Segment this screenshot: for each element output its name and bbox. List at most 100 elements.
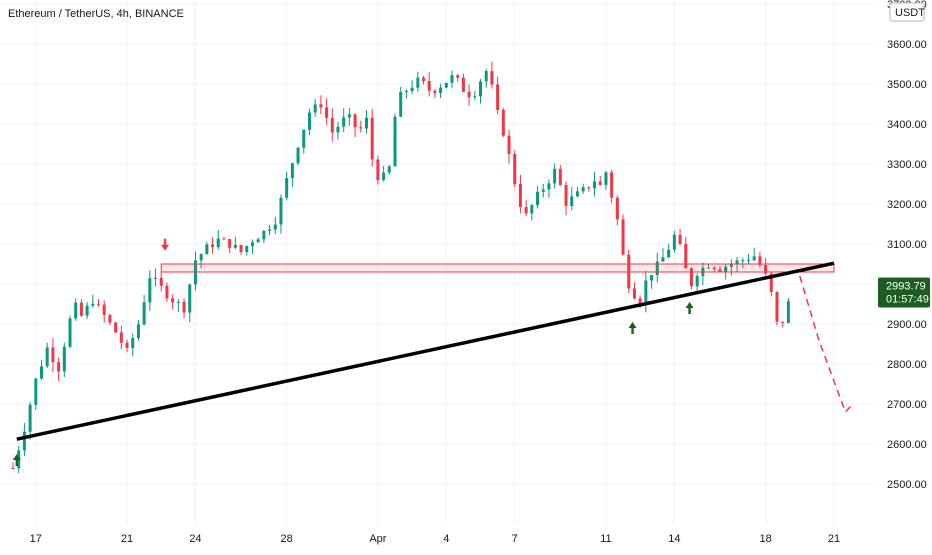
price-axis[interactable]: 3700.003600.003500.003400.003300.003200.… — [887, 0, 927, 491]
candle-body — [336, 126, 340, 133]
candle-body — [119, 332, 123, 343]
candle-body — [735, 260, 739, 265]
candle-body — [393, 116, 397, 167]
candle-body — [256, 239, 260, 243]
candle-body — [222, 238, 226, 240]
candle-body — [575, 191, 579, 197]
price-tick-label: 3300.00 — [887, 159, 927, 171]
candle-body — [102, 304, 106, 316]
candle-body — [507, 135, 511, 154]
candle-body — [496, 84, 500, 110]
candle-body — [382, 172, 386, 181]
candle-body — [142, 302, 146, 325]
candle-body — [781, 321, 785, 323]
candle-body — [410, 87, 414, 91]
candle-body — [524, 207, 528, 214]
candle-body — [216, 238, 220, 248]
candle-body — [228, 239, 232, 248]
candle-body — [302, 129, 306, 148]
resistance-zone — [160, 263, 835, 273]
candle-body — [661, 257, 665, 262]
candle-body — [62, 346, 66, 372]
price-tick-label: 3500.00 — [887, 79, 927, 91]
price-tick-label: 2500.00 — [887, 479, 927, 491]
price-tick-label: 3400.00 — [887, 119, 927, 131]
candle-body — [347, 114, 351, 118]
candle-body — [11, 468, 15, 469]
candle-body — [342, 117, 346, 127]
candle-body — [387, 166, 391, 173]
candle-body — [28, 404, 32, 432]
candle-body — [684, 243, 688, 269]
candle-body — [136, 324, 140, 339]
time-tick-label: 11 — [600, 533, 611, 545]
candle-body — [564, 185, 568, 206]
time-tick-label: 28 — [281, 533, 293, 545]
candle-body — [57, 362, 61, 372]
candle-body — [159, 277, 163, 286]
candle-body — [125, 342, 129, 348]
candle-body — [176, 301, 180, 303]
candle-body — [319, 104, 323, 108]
candle-body — [165, 285, 169, 299]
price-tick-label: 2800.00 — [887, 359, 927, 371]
candle-body — [34, 378, 38, 405]
candle-body — [786, 301, 790, 323]
time-tick-label: 18 — [759, 533, 771, 545]
candle-body — [501, 109, 505, 136]
arrow-down-icon — [161, 238, 170, 251]
candle-body — [678, 234, 682, 244]
candle-body — [530, 205, 534, 214]
candle-body — [353, 114, 357, 128]
candle-body — [285, 178, 289, 198]
candle-body — [769, 273, 773, 292]
candle-body — [416, 77, 420, 88]
candle-body — [199, 254, 203, 261]
candle-body — [211, 244, 215, 248]
candle-body — [536, 191, 540, 206]
candle-body — [205, 244, 209, 255]
grid — [0, 0, 874, 525]
bar-countdown: 01:57:49 — [886, 293, 929, 305]
candle-body — [51, 347, 55, 363]
candle-body — [313, 104, 317, 113]
time-tick-label: Apr — [369, 533, 386, 545]
candle-body — [593, 181, 597, 189]
candle-body — [547, 183, 551, 190]
candle-body — [604, 172, 608, 185]
candle-body — [68, 318, 72, 347]
candle-body — [45, 347, 49, 367]
candle-body — [359, 127, 363, 129]
candle-body — [114, 322, 118, 333]
candle-body — [775, 291, 779, 322]
candle-body — [695, 275, 699, 287]
candle-body — [370, 117, 374, 160]
candle-body — [97, 303, 101, 305]
candle-body — [758, 256, 762, 266]
candle-body — [74, 302, 78, 319]
candle-body — [621, 219, 625, 255]
candle-body — [615, 197, 619, 220]
time-axis[interactable]: 17 21 24 28 Apr 4 7 11 14 18 21 — [30, 533, 840, 545]
price-tick-label: 2700.00 — [887, 399, 927, 411]
candle-body — [570, 196, 574, 206]
chart-title: Ethereum / TetherUS, 4h, BINANCE — [8, 8, 184, 20]
candle-body — [22, 431, 26, 451]
candle-body — [752, 256, 756, 261]
candle-body — [632, 288, 636, 299]
candle-body — [250, 242, 254, 247]
candle-body — [108, 315, 112, 323]
candle-body — [450, 75, 454, 83]
candle-body — [279, 197, 283, 225]
time-tick-label: 24 — [189, 533, 201, 545]
candle-body — [484, 71, 488, 82]
candle-body — [467, 91, 471, 98]
time-tick-label: 4 — [443, 533, 449, 545]
candle-body — [650, 274, 654, 281]
candle-body — [541, 189, 545, 192]
candle-body — [655, 261, 659, 275]
arrow-up-icon — [685, 302, 694, 314]
